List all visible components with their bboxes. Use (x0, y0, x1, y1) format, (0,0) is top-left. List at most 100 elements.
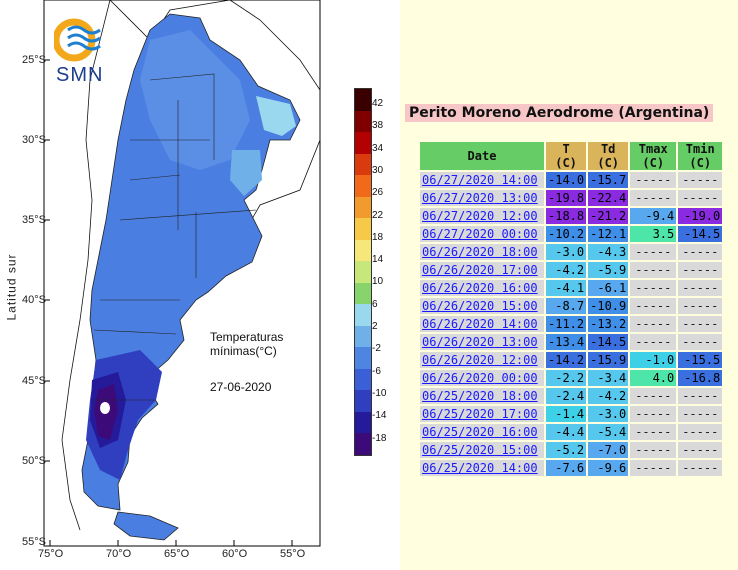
time-text[interactable]: 14:00 (501, 461, 538, 475)
cell-t: -8.7 (546, 298, 587, 314)
date-link[interactable]: 06/26/2020 00:00 (420, 370, 544, 386)
col-tmin-unit: (C) (689, 156, 712, 170)
time-text[interactable]: 12:00 (501, 209, 538, 223)
date-text[interactable]: 06/26/2020 (422, 263, 495, 277)
colorbar-segment (355, 347, 371, 370)
cell-td: -14.5 (588, 334, 629, 350)
date-link[interactable]: 06/26/2020 14:00 (420, 316, 544, 332)
date-text[interactable]: 06/27/2020 (422, 191, 495, 205)
date-text[interactable]: 06/26/2020 (422, 335, 495, 349)
cell-tmin: ----- (678, 244, 723, 260)
date-link[interactable]: 06/27/2020 13:00 (420, 190, 544, 206)
time-text[interactable]: 14:00 (501, 317, 538, 331)
cell-t: -14.0 (546, 172, 587, 188)
date-text[interactable]: 06/25/2020 (422, 461, 495, 475)
station-panel: Perito Moreno Aerodrome (Argentina) Date… (400, 0, 738, 570)
date-text[interactable]: 06/25/2020 (422, 425, 495, 439)
smn-logo-text: SMN (56, 64, 104, 86)
cell-td: -21.2 (588, 208, 629, 224)
date-link[interactable]: 06/26/2020 12:00 (420, 352, 544, 368)
date-link[interactable]: 06/25/2020 18:00 (420, 388, 544, 404)
time-text[interactable]: 00:00 (501, 227, 538, 241)
table-row: 06/26/2020 16:00 -4.1 -6.1 ----- ----- (420, 280, 723, 296)
colorbar-label: -10 (372, 387, 387, 399)
col-tmax: Tmax (C) (630, 142, 677, 170)
time-text[interactable]: 17:00 (501, 407, 538, 421)
time-text[interactable]: 15:00 (501, 443, 538, 457)
date-link[interactable]: 06/25/2020 15:00 (420, 442, 544, 458)
table-row: 06/26/2020 17:00 -4.2 -5.9 ----- ----- (420, 262, 723, 278)
date-link[interactable]: 06/25/2020 17:00 (420, 406, 544, 422)
date-link[interactable]: 06/27/2020 00:00 (420, 226, 544, 242)
argentina-min-temperature-map (43, 0, 321, 547)
table-row: 06/25/2020 14:00 -7.6 -9.6 ----- ----- (420, 460, 723, 476)
date-text[interactable]: 06/27/2020 (422, 209, 495, 223)
date-text[interactable]: 06/26/2020 (422, 299, 495, 313)
date-text[interactable]: 06/25/2020 (422, 389, 495, 403)
cell-tmin: ----- (678, 190, 723, 206)
date-link[interactable]: 06/26/2020 16:00 (420, 280, 544, 296)
date-text[interactable]: 06/26/2020 (422, 281, 495, 295)
cell-tmax: ----- (630, 172, 677, 188)
cell-td: -5.4 (588, 424, 629, 440)
colorbar-segment (355, 390, 371, 413)
date-link[interactable]: 06/27/2020 14:00 (420, 172, 544, 188)
cell-tmax: ----- (630, 460, 677, 476)
time-text[interactable]: 16:00 (501, 425, 538, 439)
cell-td: -9.6 (588, 460, 629, 476)
y-axis-label: Latitud sur (4, 253, 19, 321)
legend-title-line1: Temperaturas (210, 330, 284, 344)
table-row: 06/26/2020 13:00 -13.4 -14.5 ----- ----- (420, 334, 723, 350)
time-text[interactable]: 18:00 (501, 245, 538, 259)
lat-tick: 40°S (22, 294, 46, 306)
cell-t: -4.1 (546, 280, 587, 296)
time-text[interactable]: 13:00 (501, 335, 538, 349)
date-link[interactable]: 06/26/2020 15:00 (420, 298, 544, 314)
cell-t: -3.0 (546, 244, 587, 260)
time-text[interactable]: 16:00 (501, 281, 538, 295)
colorbar-label: 18 (372, 231, 384, 243)
time-text[interactable]: 14:00 (501, 173, 538, 187)
colorbar-segment (355, 368, 371, 391)
time-text[interactable]: 13:00 (501, 191, 538, 205)
cell-tmax: ----- (630, 406, 677, 422)
cell-tmin: -15.5 (678, 352, 723, 368)
table-row: 06/26/2020 18:00 -3.0 -4.3 ----- ----- (420, 244, 723, 260)
date-link[interactable]: 06/25/2020 14:00 (420, 460, 544, 476)
colorbar-label: 26 (372, 187, 384, 199)
date-link[interactable]: 06/26/2020 13:00 (420, 334, 544, 350)
cell-tmin: ----- (678, 388, 723, 404)
time-text[interactable]: 12:00 (501, 353, 538, 367)
col-t: T (C) (546, 142, 587, 170)
date-text[interactable]: 06/27/2020 (422, 173, 495, 187)
date-link[interactable]: 06/26/2020 18:00 (420, 244, 544, 260)
cell-td: -4.2 (588, 388, 629, 404)
col-td-unit: (C) (597, 156, 620, 170)
date-text[interactable]: 06/27/2020 (422, 227, 495, 241)
date-link[interactable]: 06/26/2020 17:00 (420, 262, 544, 278)
cell-td: -4.3 (588, 244, 629, 260)
table-row: 06/26/2020 00:00 -2.2 -3.4 4.0 -16.8 (420, 370, 723, 386)
date-text[interactable]: 06/26/2020 (422, 245, 495, 259)
date-text[interactable]: 06/26/2020 (422, 371, 495, 385)
cell-t: -14.2 (546, 352, 587, 368)
time-text[interactable]: 00:00 (501, 371, 538, 385)
cell-tmax: ----- (630, 244, 677, 260)
date-text[interactable]: 06/26/2020 (422, 353, 495, 367)
time-text[interactable]: 18:00 (501, 389, 538, 403)
cell-tmax: ----- (630, 298, 677, 314)
date-text[interactable]: 06/25/2020 (422, 443, 495, 457)
table-row: 06/27/2020 12:00 -18.8 -21.2 -9.4 -19.0 (420, 208, 723, 224)
cell-t: -10.2 (546, 226, 587, 242)
station-title: Perito Moreno Aerodrome (Argentina) (405, 104, 714, 122)
date-text[interactable]: 06/26/2020 (422, 317, 495, 331)
date-text[interactable]: 06/25/2020 (422, 407, 495, 421)
cell-tmin: ----- (678, 262, 723, 278)
time-text[interactable]: 15:00 (501, 299, 538, 313)
date-link[interactable]: 06/27/2020 12:00 (420, 208, 544, 224)
colorbar-segment (355, 239, 371, 262)
date-link[interactable]: 06/25/2020 16:00 (420, 424, 544, 440)
cell-tmax: 4.0 (630, 370, 677, 386)
cell-tmin: ----- (678, 442, 723, 458)
time-text[interactable]: 17:00 (501, 263, 538, 277)
